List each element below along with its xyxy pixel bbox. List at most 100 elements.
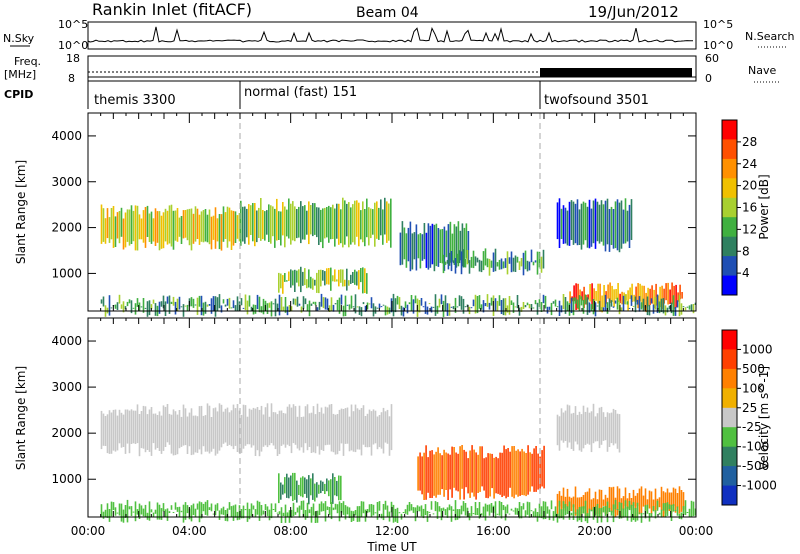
power-mark [308, 300, 311, 317]
velocity-mark [451, 446, 453, 498]
velocity-mark [564, 504, 567, 516]
velocity-mark [114, 409, 117, 452]
velocity-mark [318, 484, 320, 494]
power-mark [645, 292, 647, 313]
power-mark [144, 207, 147, 248]
velocity-mark [660, 486, 663, 511]
power-mark [100, 299, 103, 304]
velocity-mark [318, 412, 321, 455]
velocity-mark [116, 415, 119, 451]
power-mark [654, 296, 657, 310]
power-mark [306, 304, 309, 312]
velocity-mark [596, 503, 599, 523]
velocity-mark [288, 404, 291, 447]
velocity-mark [600, 507, 603, 523]
power-mark [384, 197, 386, 235]
velocity-mark [368, 504, 371, 513]
velocity-mark [324, 501, 327, 522]
velocity-mark [170, 505, 173, 510]
velocity-mark [532, 511, 535, 517]
velocity-mark [256, 407, 259, 451]
velocity-mark [176, 507, 179, 512]
velocity-mark [268, 509, 271, 521]
power-mark [280, 297, 283, 311]
velocity-mark [380, 513, 383, 519]
velocity-mark [230, 506, 233, 518]
power-mark [540, 302, 543, 312]
xtick-label: 00:00 [71, 524, 106, 538]
velocity-mark [206, 500, 209, 516]
velocity-mark [500, 502, 503, 519]
power-mark [284, 206, 286, 248]
power-mark [124, 306, 127, 310]
velocity-mark [152, 512, 155, 517]
power-mark [168, 295, 171, 314]
power-mark [660, 298, 663, 313]
velocity-mark [156, 502, 159, 520]
velocity-mark [525, 453, 527, 497]
velocity-mark [511, 446, 513, 497]
power-mark [464, 259, 467, 268]
velocity-mark [364, 509, 367, 522]
velocity-mark [190, 505, 193, 522]
velocity-mark [336, 480, 338, 497]
velocity-ytick-label: 2000 [51, 426, 82, 440]
power-mark [450, 251, 453, 272]
velocity-mark [574, 486, 577, 516]
velocity-mark [493, 457, 495, 499]
velocity-mark [604, 416, 607, 441]
power-mark [100, 204, 103, 244]
velocity-mark [658, 512, 661, 515]
power-mark [322, 297, 325, 309]
velocity-mark [320, 407, 323, 450]
velocity-mark [580, 414, 583, 452]
power-mark [296, 270, 298, 283]
power-mark [675, 284, 677, 308]
velocity-mark [582, 495, 585, 509]
velocity-mark [150, 407, 153, 456]
velocity-mark [262, 510, 265, 515]
velocity-mark [202, 503, 205, 512]
velocity-mark [594, 416, 597, 442]
velocity-mark [404, 509, 407, 514]
power-mark [482, 300, 485, 313]
velocity-mark [602, 506, 605, 513]
power-mark [427, 223, 430, 270]
power-mark [148, 213, 151, 242]
velocity-mark [612, 408, 615, 446]
velocity-mark [610, 510, 613, 516]
velocity-mark [286, 473, 288, 498]
power-mark [679, 284, 681, 300]
power-mark [421, 234, 424, 261]
power-mark [470, 307, 473, 309]
velocity-mark [479, 446, 481, 492]
power-mark [372, 303, 375, 317]
velocity-mark [236, 511, 239, 521]
velocity-mark [562, 412, 565, 443]
velocity-mark [376, 502, 379, 520]
velocity-mark [294, 472, 296, 500]
velocity-mark [158, 504, 161, 520]
velocity-mark [326, 478, 328, 492]
velocity-mark [374, 410, 377, 444]
xlabel: Time UT [366, 540, 417, 554]
power-mark [326, 298, 329, 310]
power-mark [338, 203, 340, 245]
power-mark [598, 300, 601, 311]
velocity-mark [686, 512, 689, 513]
velocity-mark [592, 403, 595, 444]
velocity-mark [350, 404, 353, 451]
velocity-mark [246, 502, 249, 522]
velocity-mark [198, 501, 201, 523]
power-mark [384, 305, 387, 316]
power-mark [496, 300, 499, 311]
velocity-mark [430, 501, 433, 510]
velocity-mark [128, 506, 131, 510]
power-mark [270, 205, 272, 244]
power-mark [575, 283, 577, 310]
velocity-mark [475, 452, 477, 500]
velocity-mark [560, 495, 563, 518]
velocity-mark [483, 458, 485, 491]
power-mark [668, 305, 671, 310]
power-mark [411, 233, 414, 270]
